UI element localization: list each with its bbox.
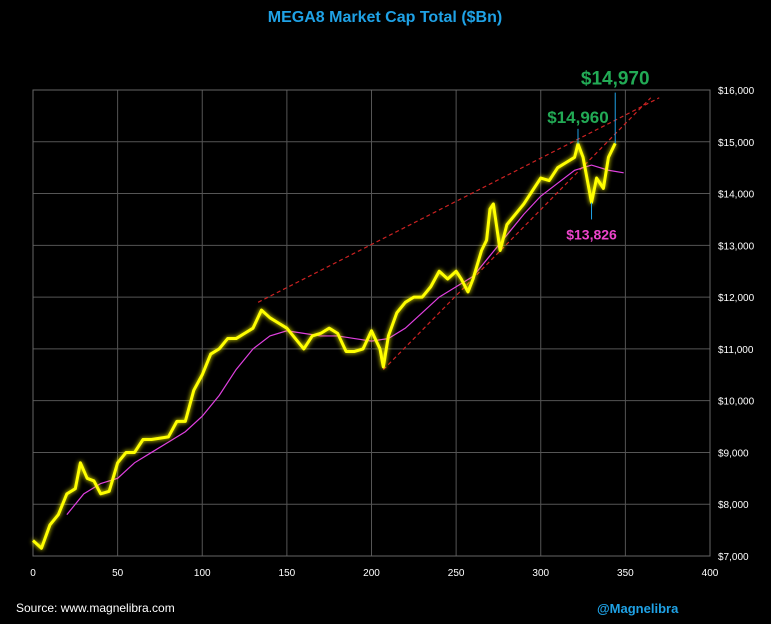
series-line-moving-average [66, 164, 624, 515]
annotation-label: $14,970 [581, 69, 650, 90]
y-tick-label: $12,000 [718, 293, 755, 304]
handle-text: @Magnelibra [597, 601, 679, 616]
plot-area [32, 89, 711, 557]
grid [32, 89, 711, 557]
x-tick-label: 150 [279, 568, 296, 579]
annotations: $14,960 $14,970 $13,826 [547, 69, 649, 243]
y-tick-label: $7,000 [718, 552, 749, 563]
x-tick-label: 400 [702, 568, 719, 579]
x-tick-label: 250 [448, 568, 465, 579]
annotation-label: $13,826 [566, 226, 617, 242]
annotation-label: $14,960 [547, 108, 608, 127]
y-tick-label: $8,000 [718, 500, 749, 511]
x-tick-label: 50 [112, 568, 124, 579]
chart-title: MEGA8 Market Cap Total ($Bn) [268, 9, 502, 26]
x-axis: 0 50 100 150 200 250 300 350 400 [30, 568, 719, 579]
trendline [257, 97, 660, 303]
y-tick-label: $14,000 [718, 190, 755, 201]
x-tick-label: 100 [194, 568, 211, 579]
y-axis: $7,000 $8,000 $9,000 $10,000 $11,000 $12,000 $… [718, 86, 755, 563]
series-line-market-cap [31, 142, 617, 550]
trendline [382, 97, 652, 371]
y-tick-label: $11,000 [718, 345, 754, 356]
trendlines [257, 97, 660, 371]
x-tick-label: 350 [617, 568, 634, 579]
x-tick-label: 300 [532, 568, 549, 579]
series-group [31, 142, 624, 550]
y-tick-label: $10,000 [718, 397, 755, 408]
y-tick-label: $16,000 [718, 86, 755, 97]
x-tick-label: 0 [30, 568, 36, 579]
y-tick-label: $9,000 [718, 448, 749, 459]
x-tick-label: 200 [363, 568, 380, 579]
y-tick-label: $13,000 [718, 241, 755, 252]
y-tick-label: $15,000 [718, 138, 755, 149]
source-text: Source: www.magnelibra.com [16, 601, 175, 615]
